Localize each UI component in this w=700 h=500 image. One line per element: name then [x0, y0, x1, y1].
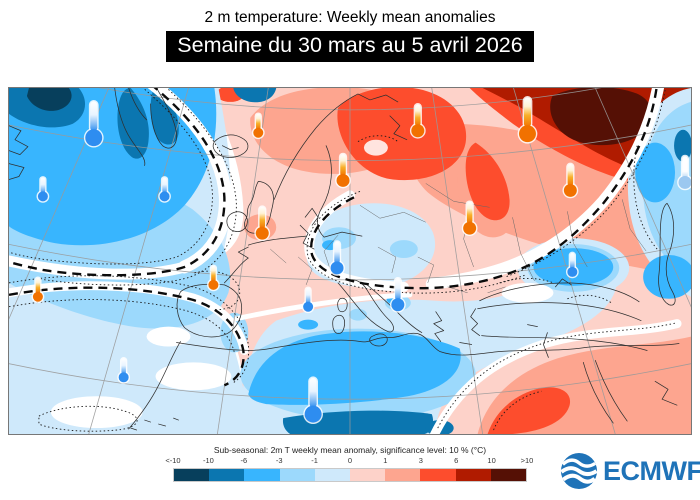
page-title: 2 m temperature: Weekly mean anomalies: [204, 9, 496, 26]
legend-ticks: <-10 -10 -6 -3 -1 0 1 3 6 10 >10: [165, 456, 533, 466]
legend-tick-label: 10: [487, 456, 496, 465]
coastlines: [9, 88, 680, 431]
thermometer-warm: [207, 264, 220, 292]
country-borders: [270, 183, 647, 294]
legend-color-segment: [455, 469, 491, 481]
legend-tick-label: >10: [520, 456, 534, 465]
significance-dashed-contours: [9, 88, 658, 387]
thermometer-warm: [254, 205, 271, 242]
legend-color-segment: [209, 469, 245, 481]
legend-color-segment: [490, 469, 527, 481]
thermometer-layer: [31, 96, 691, 424]
thermometer-cold: [389, 277, 406, 313]
legend-tick-label: 0: [347, 456, 353, 465]
thermometer-warm: [409, 103, 426, 139]
legend-caption: Sub-seasonal: 2m T weekly mean anomaly, …: [213, 445, 487, 455]
ecmwf-logo-text: ECMWF: [603, 455, 700, 486]
legend-color-segment: [385, 469, 421, 481]
thermometer-cold: [301, 286, 315, 314]
legend-tick-label: -6: [240, 456, 248, 465]
thermometer-cold: [36, 176, 50, 203]
thermometer-cold_light: [677, 154, 691, 191]
legend-color-segment: [279, 469, 315, 481]
legend-tick-label: <-10: [165, 456, 181, 465]
thermometer-cold: [158, 176, 171, 203]
thermometer-warm: [461, 200, 478, 237]
thermometer-warm: [562, 162, 579, 199]
legend-color-segment: [350, 469, 386, 481]
thermometer-warm: [251, 112, 265, 140]
anomaly-map: [8, 87, 692, 435]
ecmwf-logo: ECMWF: [560, 452, 700, 490]
legend-tick-label: 1: [383, 456, 388, 465]
legend-color-segment: [174, 469, 210, 481]
ecmwf-globe-icon: [560, 452, 598, 490]
thermometer-cold: [303, 376, 323, 424]
legend-color-segment: [420, 469, 456, 481]
legend-tick-label: -1: [311, 456, 318, 465]
thermometer-cold: [329, 240, 345, 276]
thermometer-cold: [565, 251, 579, 279]
thermometer-warm: [517, 96, 538, 144]
thermometer-warm: [335, 152, 351, 189]
legend-tick-label: 3: [418, 456, 423, 465]
non-significant-white-bands: [9, 88, 682, 434]
significance-dotted-contours: [9, 88, 678, 432]
legend-tick-label: -3: [275, 456, 283, 465]
thermometer-warm: [31, 276, 45, 304]
legend-tick-label: 6: [454, 456, 459, 465]
thermometer-cold: [83, 100, 104, 148]
legend-color-segment: [314, 469, 351, 481]
legend-tick-label: -10: [202, 456, 214, 465]
legend-colorbar: [173, 468, 527, 482]
thermometer-cold: [117, 357, 131, 384]
legend-color-segment: [244, 469, 280, 481]
week-subtitle: Semaine du 30 mars au 5 avril 2026: [166, 31, 534, 62]
anomaly-map-svg: [9, 88, 691, 434]
subtitle-wrap: Semaine du 30 mars au 5 avril 2026: [0, 31, 700, 62]
